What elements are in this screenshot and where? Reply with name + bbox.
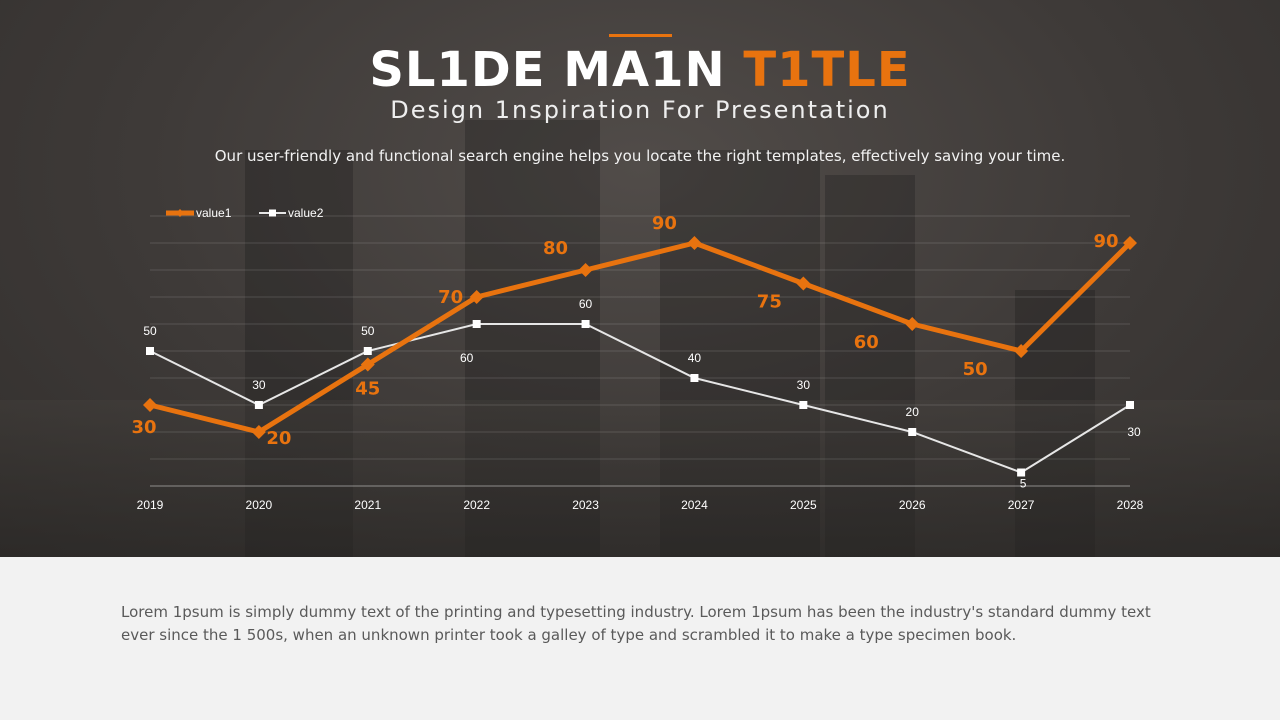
data-label-value2: 50 bbox=[143, 324, 157, 338]
series-line-value2 bbox=[149, 323, 1131, 474]
title-main: SL1DE MA1N bbox=[369, 42, 744, 98]
data-label-value1: 45 bbox=[355, 379, 380, 400]
data-label-value1: 90 bbox=[652, 213, 677, 234]
data-point-value1 bbox=[687, 236, 702, 250]
data-label-value2: 30 bbox=[252, 378, 266, 392]
x-tick-label: 2026 bbox=[899, 498, 926, 512]
data-label-value2: 5 bbox=[1020, 477, 1027, 491]
line-chart: 2019 2020 2021 2022 2023 2024 2025 2026 2027 2028… bbox=[131, 206, 1144, 512]
data-label-value1: 80 bbox=[543, 238, 568, 259]
title-accent-bar bbox=[609, 34, 672, 37]
x-tick-label: 2024 bbox=[681, 498, 708, 512]
data-point-value2 bbox=[1126, 401, 1134, 409]
data-label-value2: 30 bbox=[1127, 425, 1141, 439]
data-point-value2 bbox=[690, 374, 699, 382]
legend-marker-value1 bbox=[176, 209, 184, 217]
slide-tagline: Our user-friendly and functional search … bbox=[214, 147, 1066, 165]
data-point-value1 bbox=[251, 425, 266, 439]
data-point-value2 bbox=[146, 347, 154, 355]
data-label-value1: 20 bbox=[266, 428, 291, 449]
data-label-value1: 60 bbox=[854, 332, 879, 353]
data-label-value2: 50 bbox=[361, 324, 375, 338]
legend-label-value2: value2 bbox=[288, 206, 324, 220]
x-tick-label: 2021 bbox=[354, 498, 381, 512]
data-point-value2 bbox=[799, 401, 808, 409]
x-tick-label: 2023 bbox=[572, 498, 599, 512]
legend-marker-value2 bbox=[269, 209, 276, 217]
data-label-value1: 90 bbox=[1093, 231, 1118, 252]
data-point-value2 bbox=[363, 347, 372, 355]
data-point-value1 bbox=[796, 276, 811, 291]
x-tick-label: 2028 bbox=[1117, 498, 1144, 512]
water-reflection bbox=[0, 400, 1280, 557]
data-point-value2 bbox=[254, 401, 263, 409]
data-point-value1 bbox=[469, 290, 484, 304]
data-point-value1 bbox=[360, 357, 375, 372]
data-point-value2 bbox=[908, 428, 917, 436]
data-point-value2 bbox=[1017, 468, 1026, 477]
data-label-value2: 20 bbox=[906, 405, 920, 419]
data-label-value1: 30 bbox=[131, 417, 156, 438]
data-point-value1 bbox=[1014, 344, 1029, 358]
data-label-value2: 40 bbox=[688, 351, 702, 365]
data-point-value2 bbox=[581, 320, 590, 328]
x-tick-label: 2022 bbox=[463, 498, 490, 512]
legend-label-value1: value1 bbox=[196, 206, 232, 220]
x-tick-label: 2027 bbox=[1008, 498, 1035, 512]
data-label-value2: 30 bbox=[797, 378, 811, 392]
data-point-value2 bbox=[472, 320, 481, 328]
slide-subtitle: Design 1nspiration For Presentation bbox=[390, 96, 890, 124]
data-point-value1 bbox=[905, 317, 920, 331]
x-tick-label: 2020 bbox=[246, 498, 273, 512]
data-point-value1 bbox=[578, 263, 593, 277]
data-label-value2: 60 bbox=[579, 297, 593, 311]
data-label-value1: 75 bbox=[757, 292, 782, 313]
slide-title: SL1DE MA1N T1TLE bbox=[0, 42, 1280, 98]
data-label-value1: 70 bbox=[438, 287, 463, 308]
data-point-value1 bbox=[143, 398, 157, 412]
title-accent: T1TLE bbox=[743, 42, 911, 98]
data-point-value1 bbox=[1123, 236, 1137, 250]
body-paragraph: Lorem 1psum is simply dummy text of the … bbox=[121, 603, 1151, 644]
hero-background bbox=[0, 0, 1280, 557]
x-tick-label: 2025 bbox=[790, 498, 817, 512]
x-tick-label: 2019 bbox=[137, 498, 164, 512]
data-label-value1: 50 bbox=[963, 359, 988, 380]
series-line-value1 bbox=[149, 240, 1132, 435]
data-label-value2: 60 bbox=[460, 351, 474, 365]
